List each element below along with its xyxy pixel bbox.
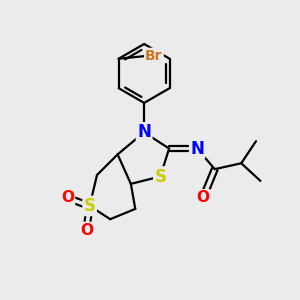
Text: N: N [137, 123, 151, 141]
Text: Br: Br [145, 49, 163, 63]
Text: O: O [196, 190, 209, 205]
Text: O: O [61, 190, 74, 205]
Text: S: S [154, 167, 166, 185]
Text: O: O [80, 223, 93, 238]
Text: N: N [190, 140, 204, 158]
Text: S: S [84, 197, 96, 215]
Text: N: N [137, 123, 151, 141]
